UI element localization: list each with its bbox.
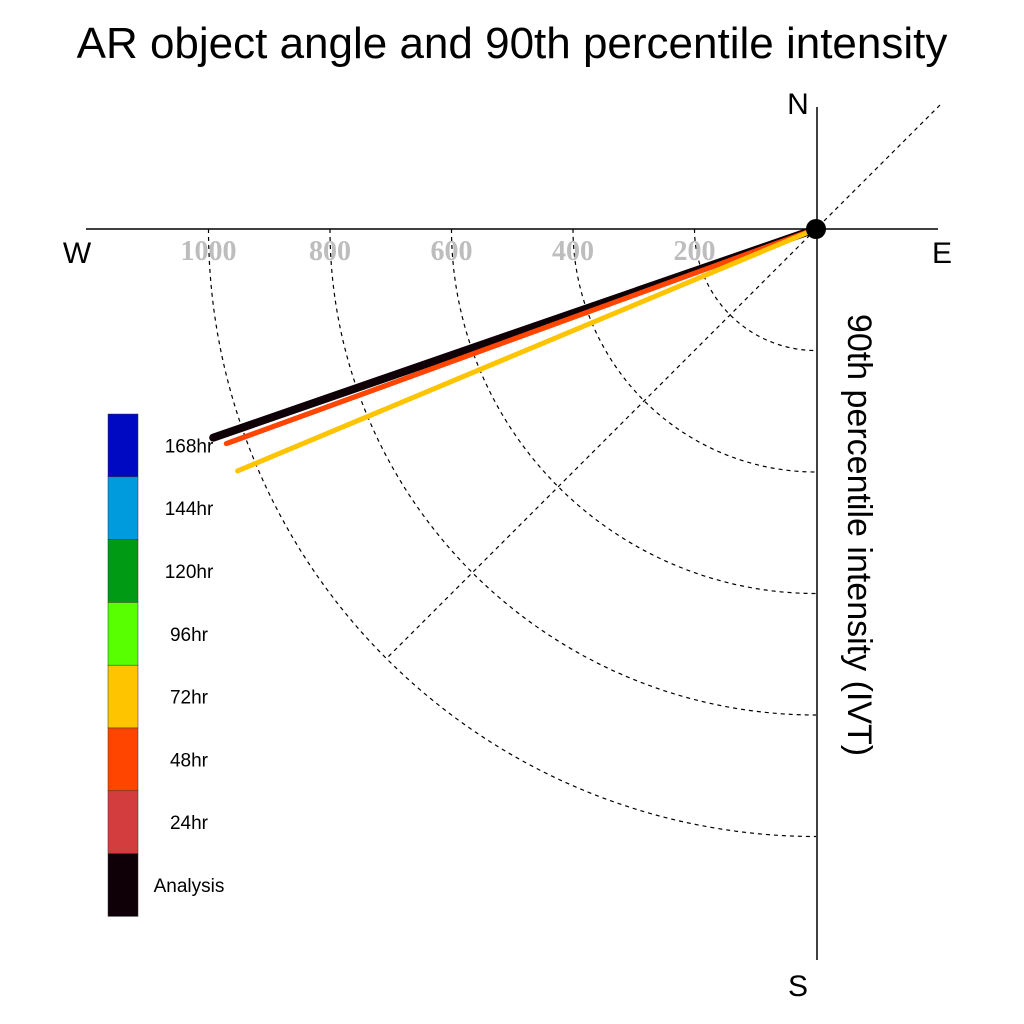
tick-label-600: 600 xyxy=(431,236,473,267)
legend-label-168hr: 168hr xyxy=(165,436,214,457)
legend-swatch-120hr xyxy=(107,539,139,603)
legend-swatch-144hr xyxy=(107,476,139,540)
legend-label-120hr: 120hr xyxy=(165,562,214,583)
legend: 168hr 144hr 120hr 96hr 72hr 48hr 24hr Analysis xyxy=(107,413,225,917)
radial-axis-label: 90th percentile intensity (IVT) xyxy=(840,314,878,756)
legend-swatch-96hr xyxy=(107,602,139,666)
tick-label-1000: 1000 xyxy=(181,236,237,267)
chart-title: AR object angle and 90th percentile inte… xyxy=(77,19,948,68)
grid-arc-200 xyxy=(693,228,817,352)
legend-label-144hr: 144hr xyxy=(165,499,214,520)
polar-grid xyxy=(207,104,941,838)
series-vector-72hr xyxy=(235,226,819,474)
series-vectors xyxy=(209,225,820,474)
legend-swatch-168hr xyxy=(107,413,139,478)
tick-label-800: 800 xyxy=(309,236,351,267)
legend-label-48hr: 48hr xyxy=(170,750,209,771)
north-label: N xyxy=(787,88,809,121)
legend-swatch-48hr xyxy=(107,727,139,792)
diagonal-gridline xyxy=(387,104,941,658)
radial-ticks: 200 400 600 800 1000 xyxy=(181,236,716,267)
legend-swatch-analysis xyxy=(107,853,139,917)
legend-swatch-24hr xyxy=(107,790,139,854)
tick-label-400: 400 xyxy=(552,236,594,267)
legend-label-analysis: Analysis xyxy=(154,876,225,897)
legend-swatch-72hr xyxy=(107,664,139,729)
grid-arc-800 xyxy=(329,228,817,716)
legend-label-24hr: 24hr xyxy=(170,813,209,834)
legend-label-96hr: 96hr xyxy=(170,625,209,646)
east-label: E xyxy=(932,237,952,270)
legend-label-72hr: 72hr xyxy=(170,688,209,709)
south-label: S xyxy=(788,970,808,1003)
grid-arc-1000 xyxy=(207,228,817,838)
tick-label-200: 200 xyxy=(674,236,716,267)
origin-point xyxy=(806,219,826,239)
series-vector-48hr xyxy=(223,226,819,447)
west-label: W xyxy=(63,237,92,270)
